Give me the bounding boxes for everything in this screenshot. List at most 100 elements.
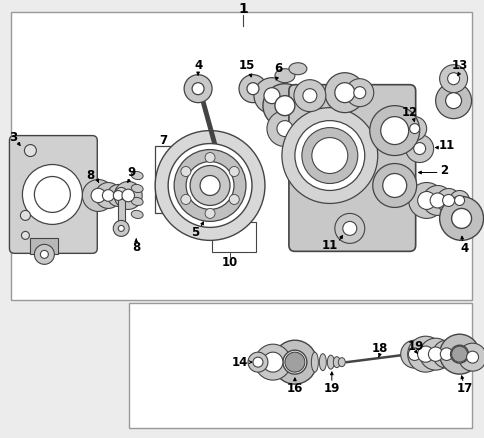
- Circle shape: [447, 73, 459, 85]
- Circle shape: [419, 338, 451, 370]
- Text: 11: 11: [438, 139, 454, 152]
- Circle shape: [405, 134, 433, 162]
- Text: 19: 19: [323, 381, 339, 395]
- Circle shape: [435, 83, 470, 119]
- Circle shape: [417, 346, 433, 362]
- Circle shape: [345, 79, 373, 106]
- Ellipse shape: [338, 358, 345, 367]
- Text: 3: 3: [9, 131, 17, 144]
- Circle shape: [121, 189, 134, 202]
- Circle shape: [294, 120, 364, 191]
- Ellipse shape: [131, 198, 143, 205]
- Circle shape: [190, 166, 229, 205]
- Circle shape: [21, 231, 30, 240]
- Circle shape: [205, 208, 214, 219]
- Circle shape: [451, 208, 470, 228]
- Circle shape: [113, 191, 123, 201]
- Circle shape: [184, 75, 212, 102]
- Circle shape: [436, 188, 460, 212]
- Ellipse shape: [131, 210, 143, 219]
- Circle shape: [372, 163, 416, 208]
- Circle shape: [20, 210, 30, 220]
- Circle shape: [181, 166, 191, 177]
- Text: 2: 2: [439, 164, 448, 177]
- Circle shape: [254, 78, 289, 113]
- Circle shape: [181, 194, 191, 205]
- Circle shape: [272, 340, 316, 384]
- FancyBboxPatch shape: [9, 136, 97, 253]
- Circle shape: [102, 190, 114, 201]
- Circle shape: [342, 222, 356, 235]
- Circle shape: [400, 340, 428, 368]
- Circle shape: [353, 87, 365, 99]
- Circle shape: [408, 348, 420, 360]
- Text: 6: 6: [273, 62, 282, 75]
- Circle shape: [253, 357, 262, 367]
- Text: 10: 10: [222, 256, 238, 269]
- Circle shape: [34, 244, 54, 265]
- Circle shape: [422, 185, 452, 215]
- Circle shape: [262, 84, 306, 127]
- Circle shape: [466, 351, 478, 363]
- Circle shape: [229, 166, 239, 177]
- Ellipse shape: [318, 353, 326, 371]
- FancyBboxPatch shape: [288, 85, 415, 251]
- Circle shape: [107, 184, 129, 206]
- Circle shape: [454, 195, 464, 205]
- Circle shape: [40, 251, 48, 258]
- Circle shape: [168, 144, 252, 227]
- Circle shape: [445, 93, 461, 109]
- Circle shape: [334, 83, 354, 102]
- Ellipse shape: [327, 355, 333, 369]
- Circle shape: [200, 176, 220, 195]
- Ellipse shape: [274, 69, 294, 83]
- Circle shape: [22, 165, 82, 224]
- Circle shape: [408, 183, 444, 219]
- Text: 8: 8: [86, 169, 94, 182]
- Circle shape: [449, 191, 469, 210]
- Text: 19: 19: [407, 340, 423, 353]
- Circle shape: [439, 348, 452, 360]
- Bar: [128, 304, 471, 428]
- Circle shape: [302, 88, 316, 102]
- Circle shape: [407, 336, 443, 372]
- Circle shape: [427, 347, 442, 361]
- Circle shape: [413, 142, 425, 155]
- Circle shape: [91, 188, 105, 203]
- Circle shape: [229, 194, 239, 205]
- Text: 16: 16: [286, 381, 302, 395]
- Polygon shape: [255, 354, 270, 370]
- Ellipse shape: [131, 171, 143, 180]
- Circle shape: [281, 108, 377, 203]
- Bar: [212, 223, 256, 252]
- Circle shape: [114, 181, 142, 209]
- Text: 9: 9: [127, 166, 135, 179]
- Text: 12: 12: [401, 106, 417, 119]
- Circle shape: [293, 80, 325, 112]
- Circle shape: [266, 111, 302, 147]
- Circle shape: [82, 180, 114, 212]
- Circle shape: [324, 73, 364, 113]
- Circle shape: [451, 346, 467, 362]
- Circle shape: [369, 106, 419, 155]
- Text: 17: 17: [455, 381, 472, 395]
- Circle shape: [115, 187, 127, 199]
- Circle shape: [205, 152, 214, 162]
- Circle shape: [155, 131, 264, 240]
- Circle shape: [186, 162, 234, 209]
- Circle shape: [174, 149, 245, 222]
- Circle shape: [439, 334, 479, 374]
- Ellipse shape: [288, 63, 306, 75]
- Circle shape: [118, 226, 124, 231]
- Text: 14: 14: [231, 356, 248, 369]
- Ellipse shape: [333, 357, 340, 367]
- Bar: [11, 12, 471, 300]
- Circle shape: [192, 83, 204, 95]
- Text: 4: 4: [459, 242, 468, 255]
- Circle shape: [282, 350, 306, 374]
- Text: 4: 4: [194, 59, 202, 72]
- Circle shape: [34, 177, 70, 212]
- Text: 1: 1: [238, 2, 247, 16]
- Circle shape: [263, 88, 279, 104]
- Bar: [30, 238, 58, 254]
